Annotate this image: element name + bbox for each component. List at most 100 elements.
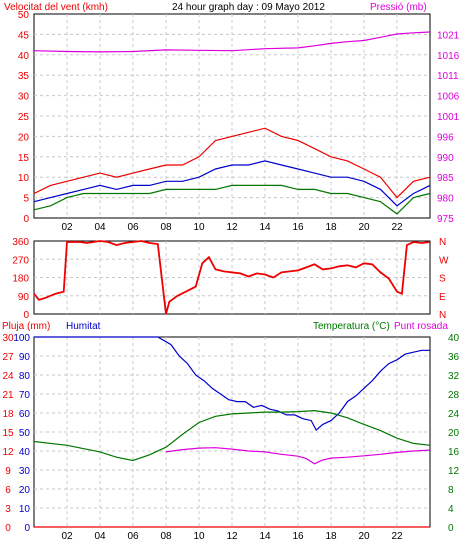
wind-panel-series-2 [33, 160, 431, 207]
pressure-y-tick-label: 1006 [437, 92, 460, 103]
rain-y-tick-label: 21 [2, 390, 14, 401]
direction-y-tick-label: 90 [18, 292, 30, 303]
wind-x-tick-label: 18 [325, 222, 337, 233]
climate-x-tick-label: 14 [259, 531, 271, 542]
dewpoint-axis-label: Punt rosada [394, 321, 448, 332]
compass-direction-label: E [439, 292, 446, 303]
wind-y-tick-label: 15 [18, 153, 30, 164]
rain-axis-label: Pluja (mm) [2, 321, 50, 332]
direction-y-tick-label: 270 [12, 255, 29, 266]
temperature-y-tick-label: 12 [448, 466, 460, 477]
pressure-y-tick-label: 1001 [437, 112, 460, 123]
temperature-y-tick-label: 28 [448, 390, 460, 401]
pressure-y-tick-label: 1011 [437, 71, 459, 82]
climate-x-tick-label: 06 [127, 531, 139, 542]
direction-y-tick-label: 180 [12, 274, 29, 285]
humidity-y-tick-label: 90 [19, 352, 31, 363]
rain-y-tick-label: 24 [2, 371, 14, 382]
humidity-y-tick-label: 10 [19, 504, 31, 515]
wind-x-tick-label: 10 [193, 222, 205, 233]
direction-y-tick-label: 360 [12, 237, 29, 248]
rain-y-tick-label: 15 [2, 428, 14, 439]
rain-y-tick-label: 6 [5, 485, 11, 496]
wind-speed-axis-label: Velocitat del vent (kmh) [4, 2, 108, 13]
chart-grid [34, 14, 430, 527]
humidity-y-tick-label: 0 [24, 523, 30, 534]
wind-y-tick-label: 40 [18, 51, 30, 62]
wind-y-tick-label: 45 [18, 30, 30, 41]
climate-x-tick-label: 16 [292, 531, 304, 542]
climate-series-0 [34, 336, 430, 432]
wind-x-tick-label: 14 [259, 222, 271, 233]
direction-series-0 [33, 240, 431, 315]
pressure-y-tick-label: 1021 [437, 30, 460, 41]
temperature-y-tick-label: 20 [448, 428, 460, 439]
rain-y-tick-label: 12 [2, 447, 14, 458]
rain-y-tick-label: 0 [5, 523, 11, 534]
wind-y-tick-label: 35 [18, 71, 30, 82]
chart-title: 24 hour graph day : 09 Mayo 2012 [172, 2, 325, 13]
pressure-y-tick-label: 996 [437, 132, 454, 143]
humidity-y-tick-label: 20 [19, 485, 31, 496]
wind-y-tick-label: 50 [18, 10, 30, 21]
wind-y-tick-label: 25 [18, 112, 30, 123]
climate-x-tick-label: 10 [193, 531, 205, 542]
compass-direction-label: N [439, 237, 446, 248]
temperature-y-tick-label: 4 [448, 504, 454, 515]
wind-x-tick-label: 16 [292, 222, 304, 233]
climate-x-tick-label: 02 [61, 531, 73, 542]
chart-tick-labels: 0510152025303540455097598098599099610011… [2, 10, 459, 542]
chart-series [33, 31, 431, 528]
rain-y-tick-label: 9 [5, 466, 11, 477]
humidity-y-tick-label: 60 [19, 409, 31, 420]
temperature-y-tick-label: 40 [448, 333, 460, 344]
wind-x-tick-label: 02 [61, 222, 73, 233]
climate-x-tick-label: 04 [94, 531, 106, 542]
climate-x-tick-label: 08 [160, 531, 172, 542]
temperature-y-tick-label: 32 [448, 371, 460, 382]
pressure-axis-label: Pressió (mb) [370, 2, 427, 13]
pressure-y-tick-label: 980 [437, 194, 454, 205]
rain-y-tick-label: 30 [2, 333, 14, 344]
pressure-y-tick-label: 1016 [437, 51, 460, 62]
climate-x-tick-label: 20 [358, 531, 370, 542]
temperature-y-tick-label: 8 [448, 485, 454, 496]
rain-y-tick-label: 3 [5, 504, 11, 515]
compass-direction-label: N [439, 310, 446, 321]
rain-y-tick-label: 27 [2, 352, 14, 363]
wind-panel-series-0 [33, 31, 431, 53]
humidity-y-tick-label: 40 [19, 447, 31, 458]
wind-x-tick-label: 20 [358, 222, 370, 233]
wind-y-tick-label: 5 [23, 194, 29, 205]
climate-x-tick-label: 18 [325, 531, 337, 542]
wind-y-tick-label: 0 [23, 214, 29, 225]
climate-series-2 [165, 447, 431, 465]
rain-y-tick-label: 18 [2, 409, 14, 420]
wind-x-tick-label: 22 [391, 222, 403, 233]
direction-y-tick-label: 0 [23, 310, 29, 321]
pressure-y-tick-label: 990 [437, 153, 454, 164]
climate-series-1 [33, 409, 431, 462]
wind-y-tick-label: 10 [18, 173, 30, 184]
temperature-y-tick-label: 36 [448, 352, 460, 363]
humidity-y-tick-label: 50 [19, 428, 31, 439]
wind-y-tick-label: 20 [18, 132, 30, 143]
wind-x-tick-label: 04 [94, 222, 106, 233]
humidity-y-tick-label: 30 [19, 466, 31, 477]
temperature-axis-label: Temperatura (°C) [313, 321, 390, 332]
temperature-y-tick-label: 0 [448, 523, 454, 534]
wind-panel-series-1 [33, 127, 431, 199]
humidity-axis-label: Humitat [66, 321, 101, 332]
wind-panel-series-3 [33, 184, 431, 215]
humidity-y-tick-label: 100 [13, 333, 30, 344]
wind-x-tick-label: 08 [160, 222, 172, 233]
temperature-y-tick-label: 16 [448, 447, 460, 458]
wind-x-tick-label: 12 [226, 222, 238, 233]
wind-x-tick-label: 06 [127, 222, 139, 233]
wind-y-tick-label: 30 [18, 92, 30, 103]
humidity-y-tick-label: 80 [19, 371, 31, 382]
compass-direction-label: W [439, 255, 449, 266]
humidity-y-tick-label: 70 [19, 390, 31, 401]
